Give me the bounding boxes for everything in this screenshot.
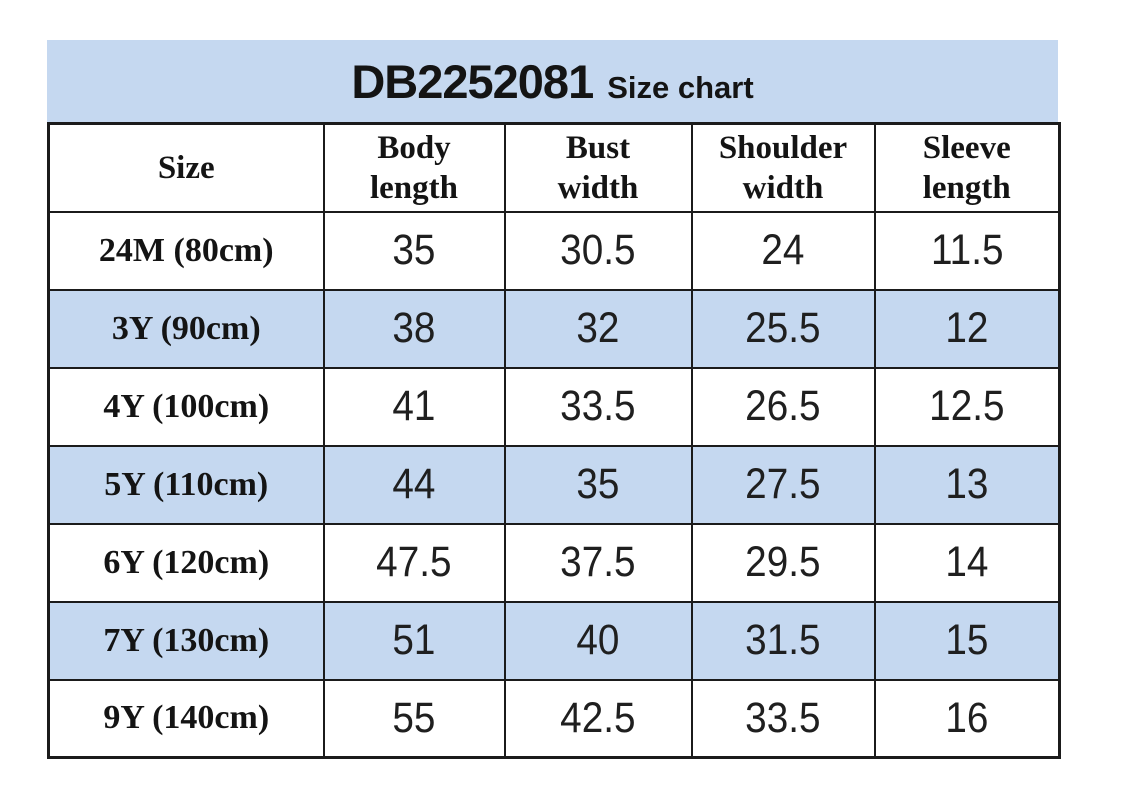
- shoulder-width-value: 27.5: [745, 460, 821, 508]
- shoulder-width-cell: 33.5: [690, 678, 876, 759]
- shoulder-width-value: 29.5: [745, 538, 821, 586]
- bust-width-value: 40: [576, 616, 620, 664]
- column-header-label: width: [742, 169, 824, 206]
- size-cell: 7Y (130cm): [47, 600, 325, 681]
- shoulder-width-value: 24: [761, 226, 805, 274]
- title-band: DB2252081 Size chart: [47, 40, 1058, 122]
- bust-width-cell: 33.5: [503, 366, 693, 447]
- sleeve-length-cell: 15: [873, 600, 1061, 681]
- column-header-shoulder-width: Shoulder width: [690, 122, 876, 213]
- size-label: 4Y (100cm): [103, 387, 270, 425]
- shoulder-width-value: 31.5: [745, 616, 821, 664]
- bust-width-cell: 37.5: [503, 522, 693, 603]
- size-cell: 3Y (90cm): [47, 288, 325, 369]
- shoulder-width-cell: 25.5: [690, 288, 876, 369]
- bust-width-value: 33.5: [560, 382, 636, 430]
- table-row: 3Y (90cm) 38 32 25.5 12: [47, 288, 1061, 369]
- body-length-value: 51: [392, 616, 436, 664]
- table-row: 6Y (120cm) 47.5 37.5 29.5 14: [47, 522, 1061, 603]
- size-cell: 5Y (110cm): [47, 444, 325, 525]
- sleeve-length-cell: 14: [873, 522, 1061, 603]
- sleeve-length-cell: 12.5: [873, 366, 1061, 447]
- bust-width-value: 37.5: [560, 538, 636, 586]
- bust-width-cell: 30.5: [503, 210, 693, 291]
- table-row: 4Y (100cm) 41 33.5 26.5 12.5: [47, 366, 1061, 447]
- sleeve-length-value: 16: [945, 693, 989, 742]
- table-row: 9Y (140cm) 55 42.5 33.5 16: [47, 678, 1061, 759]
- sleeve-length-value: 11.5: [930, 226, 1003, 274]
- body-length-value: 47.5: [376, 538, 452, 586]
- size-label: 5Y (110cm): [104, 465, 269, 503]
- size-label: 6Y (120cm): [103, 543, 270, 581]
- body-length-cell: 38: [322, 288, 506, 369]
- body-length-cell: 35: [322, 210, 506, 291]
- bust-width-value: 30.5: [560, 226, 636, 274]
- column-header-label: Sleeve: [922, 129, 1011, 166]
- size-label: 9Y (140cm): [103, 699, 270, 737]
- bust-width-value: 42.5: [560, 693, 636, 742]
- shoulder-width-value: 33.5: [745, 693, 821, 742]
- table-row: 5Y (110cm) 44 35 27.5 13: [47, 444, 1061, 525]
- bust-width-cell: 32: [503, 288, 693, 369]
- body-length-value: 38: [392, 304, 436, 352]
- sleeve-length-value: 12.5: [929, 382, 1005, 430]
- column-header-label: Size: [157, 149, 215, 186]
- size-table: Size Body length Bust width Shoulder wid…: [47, 122, 1061, 759]
- body-length-cell: 51: [322, 600, 506, 681]
- bust-width-cell: 35: [503, 444, 693, 525]
- column-header-sleeve-length: Sleeve length: [873, 122, 1061, 213]
- sleeve-length-value: 15: [945, 616, 989, 664]
- shoulder-width-cell: 24: [690, 210, 876, 291]
- body-length-cell: 55: [322, 678, 506, 759]
- shoulder-width-value: 26.5: [745, 382, 821, 430]
- shoulder-width-cell: 26.5: [690, 366, 876, 447]
- size-label: 24M (80cm): [98, 231, 274, 269]
- column-header-size: Size: [47, 122, 325, 213]
- sleeve-length-value: 12: [945, 304, 989, 352]
- column-header-label: Shoulder: [718, 129, 848, 166]
- size-cell: 24M (80cm): [47, 210, 325, 291]
- shoulder-width-value: 25.5: [745, 304, 821, 352]
- column-header-label: length: [922, 169, 1011, 206]
- sleeve-length-value: 14: [945, 538, 989, 586]
- size-cell: 6Y (120cm): [47, 522, 325, 603]
- table-row: 7Y (130cm) 51 40 31.5 15: [47, 600, 1061, 681]
- size-cell: 4Y (100cm): [47, 366, 325, 447]
- column-header-label: width: [557, 169, 639, 206]
- sleeve-length-value: 13: [945, 460, 989, 508]
- bust-width-cell: 40: [503, 600, 693, 681]
- column-header-bust-width: Bust width: [503, 122, 693, 213]
- sleeve-length-cell: 13: [873, 444, 1061, 525]
- column-header-label: Bust: [565, 129, 631, 166]
- body-length-cell: 47.5: [322, 522, 506, 603]
- size-label: 3Y (90cm): [111, 309, 261, 347]
- shoulder-width-cell: 27.5: [690, 444, 876, 525]
- sleeve-length-cell: 12: [873, 288, 1061, 369]
- body-length-cell: 41: [322, 366, 506, 447]
- body-length-value: 44: [392, 460, 436, 508]
- body-length-value: 41: [392, 382, 436, 430]
- product-code: DB2252081: [351, 55, 594, 108]
- size-label: 7Y (130cm): [103, 621, 270, 659]
- sleeve-length-cell: 16: [873, 678, 1061, 759]
- body-length-value: 55: [392, 693, 436, 742]
- shoulder-width-cell: 31.5: [690, 600, 876, 681]
- body-length-value: 35: [392, 226, 436, 274]
- sleeve-length-cell: 11.5: [873, 210, 1061, 291]
- bust-width-cell: 42.5: [503, 678, 693, 759]
- column-header-label: length: [369, 169, 458, 206]
- size-cell: 9Y (140cm): [47, 678, 325, 759]
- column-header-body-length: Body length: [322, 122, 506, 213]
- size-chart-label: Size chart: [607, 70, 754, 105]
- bust-width-value: 32: [576, 304, 620, 352]
- column-header-label: Body: [377, 129, 451, 166]
- body-length-cell: 44: [322, 444, 506, 525]
- table-row: 24M (80cm) 35 30.5 24 11.5: [47, 210, 1061, 291]
- size-table-body: 24M (80cm) 35 30.5 24 11.5 3Y (90cm) 38 …: [47, 210, 1061, 759]
- header-row: Size Body length Bust width Shoulder wid…: [47, 122, 1061, 213]
- shoulder-width-cell: 29.5: [690, 522, 876, 603]
- bust-width-value: 35: [576, 460, 620, 508]
